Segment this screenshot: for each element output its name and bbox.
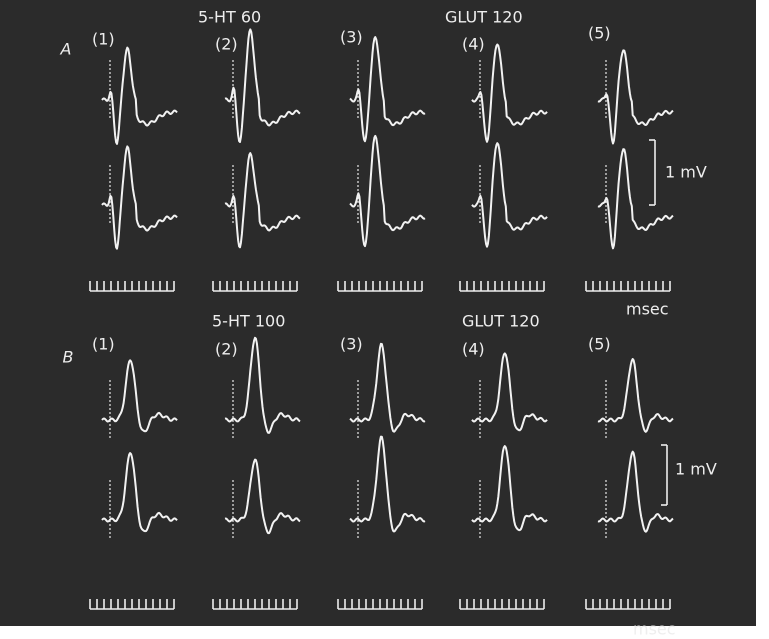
condition-label: GLUT 120 bbox=[462, 312, 540, 331]
time-unit-label: msec bbox=[626, 300, 669, 319]
column-label: (5) bbox=[588, 335, 611, 354]
figure: A 5-HT 60 GLUT 120 (1) (2) (3) (4) (5) 1 mV msec B… bbox=[0, 0, 769, 639]
condition-label: GLUT 120 bbox=[445, 8, 523, 27]
column-label: (2) bbox=[215, 35, 238, 54]
column-label: (3) bbox=[340, 335, 363, 354]
column-label: (4) bbox=[462, 35, 485, 54]
column-label: (5) bbox=[588, 24, 611, 43]
column-label: (2) bbox=[215, 340, 238, 359]
panel-label: B bbox=[63, 348, 74, 367]
column-label: (3) bbox=[340, 28, 363, 47]
scale-bar-label: 1 mV bbox=[675, 460, 717, 479]
panel-label: A bbox=[60, 40, 72, 59]
scale-bar-label: 1 mV bbox=[665, 163, 707, 182]
time-unit-label: msec bbox=[633, 620, 676, 639]
condition-label: 5-HT 60 bbox=[198, 8, 261, 27]
condition-label: 5-HT 100 bbox=[212, 312, 285, 331]
column-label: (1) bbox=[92, 30, 115, 49]
column-label: (1) bbox=[92, 335, 115, 354]
column-label: (4) bbox=[462, 340, 485, 359]
